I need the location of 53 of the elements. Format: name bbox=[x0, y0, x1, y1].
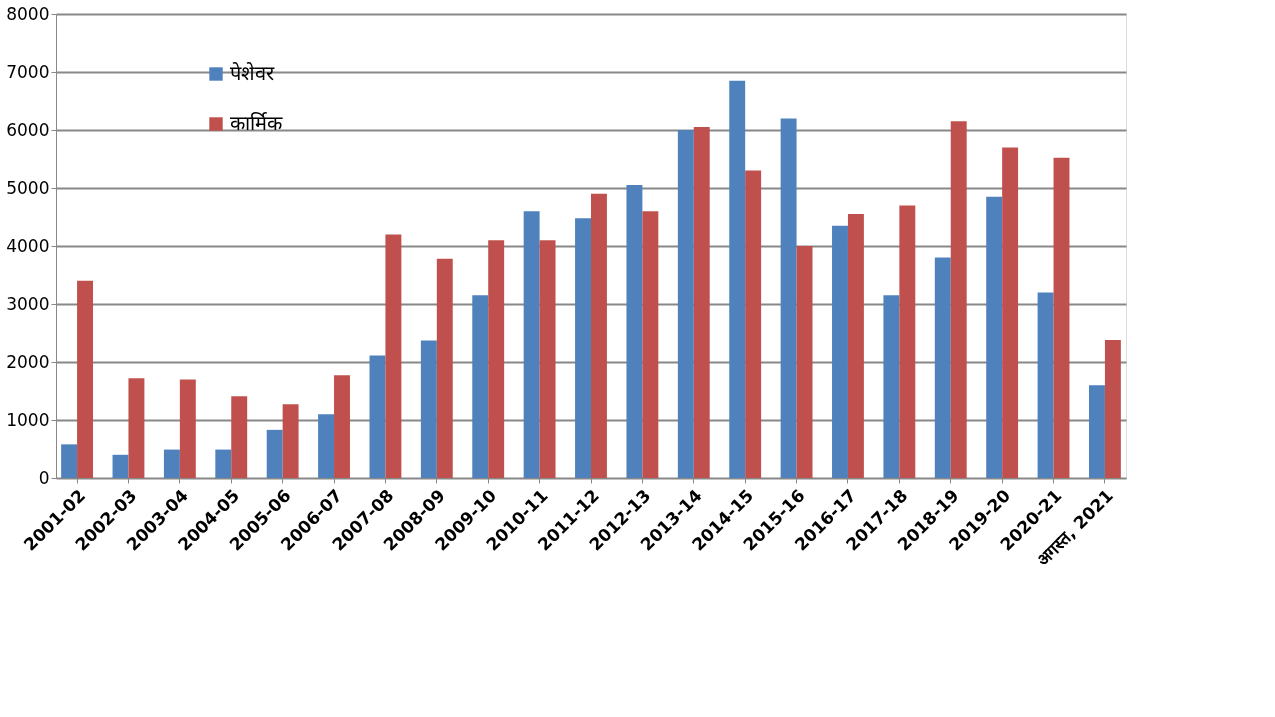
bar bbox=[231, 396, 248, 478]
bar bbox=[179, 379, 196, 478]
bar bbox=[745, 170, 762, 478]
y-tick-label: 5000 bbox=[6, 177, 50, 198]
bar bbox=[899, 205, 916, 478]
bar bbox=[626, 185, 643, 478]
bar bbox=[282, 404, 299, 478]
bar bbox=[796, 246, 813, 478]
bar bbox=[591, 193, 607, 478]
bar bbox=[1053, 157, 1070, 478]
bar bbox=[934, 257, 951, 478]
bar bbox=[642, 211, 659, 478]
bar bbox=[1089, 385, 1105, 478]
bar bbox=[780, 118, 797, 478]
bar bbox=[420, 340, 437, 478]
bar bbox=[266, 429, 283, 478]
bar bbox=[883, 295, 900, 478]
bar bbox=[847, 214, 864, 478]
bar bbox=[539, 240, 556, 478]
bar bbox=[61, 444, 78, 478]
bar bbox=[693, 127, 710, 478]
bar bbox=[385, 234, 402, 478]
bar bbox=[318, 414, 335, 478]
bar bbox=[369, 355, 386, 478]
legend-label: पेशेवर bbox=[230, 61, 275, 85]
y-tick-label: 3000 bbox=[6, 293, 50, 314]
bar bbox=[77, 280, 93, 478]
y-tick-label: 8000 bbox=[6, 3, 50, 24]
bar bbox=[950, 121, 967, 478]
y-tick-label: 7000 bbox=[6, 61, 50, 82]
bar bbox=[163, 449, 180, 478]
bar bbox=[575, 218, 591, 478]
bar bbox=[436, 258, 453, 478]
bar bbox=[488, 240, 505, 478]
bar bbox=[729, 80, 746, 478]
y-tick-label: 1000 bbox=[6, 409, 50, 430]
bar bbox=[128, 378, 145, 478]
y-tick-label: 6000 bbox=[6, 119, 50, 140]
y-tick-label: 4000 bbox=[6, 235, 50, 256]
y-tick-label: 0 bbox=[38, 467, 50, 488]
bar bbox=[472, 295, 489, 478]
y-tick-label: 2000 bbox=[6, 351, 50, 372]
bar bbox=[523, 211, 540, 478]
bar bbox=[1002, 147, 1019, 478]
bar bbox=[986, 196, 1003, 478]
bar bbox=[832, 225, 848, 478]
legend-label: कार्मिक bbox=[230, 111, 283, 135]
bar bbox=[112, 454, 129, 478]
bar bbox=[215, 449, 232, 478]
bar bbox=[1037, 292, 1054, 478]
bar bbox=[334, 375, 350, 478]
bar bbox=[677, 130, 694, 478]
bar bbox=[1104, 339, 1121, 478]
